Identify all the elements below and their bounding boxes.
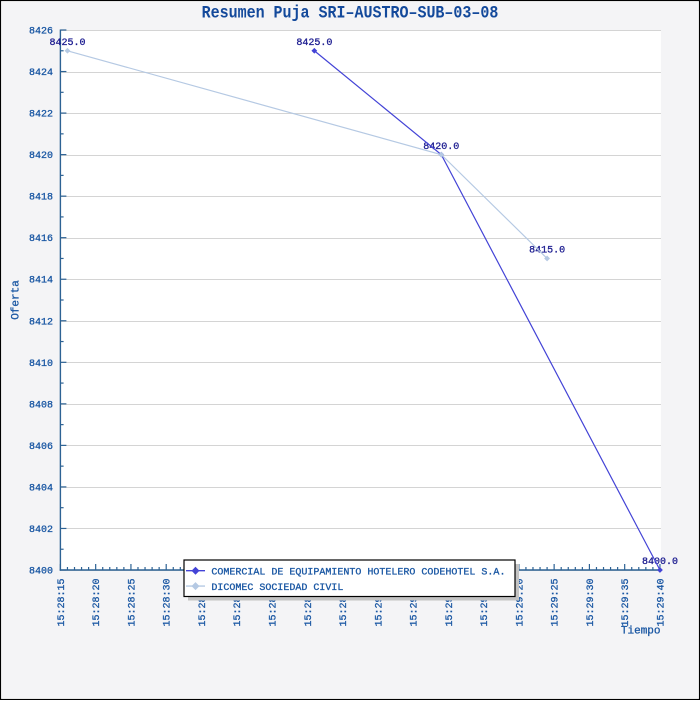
svg-text:15:28:30: 15:28:30 <box>163 579 174 627</box>
svg-text:8402: 8402 <box>29 525 53 536</box>
svg-text:8416: 8416 <box>29 234 53 245</box>
svg-text:15:28:50: 15:28:50 <box>304 579 315 627</box>
svg-text:15:29:40: 15:29:40 <box>656 579 667 627</box>
svg-text:8410: 8410 <box>29 359 53 370</box>
svg-text:DICOMEC SOCIEDAD CIVIL: DICOMEC SOCIEDAD CIVIL <box>211 583 343 594</box>
svg-text:8415.0: 8415.0 <box>529 246 565 257</box>
svg-text:8414: 8414 <box>29 276 53 287</box>
svg-text:COMERCIAL DE EQUIPAMIENTO HOTE: COMERCIAL DE EQUIPAMIENTO HOTELERO CODEH… <box>211 567 505 578</box>
svg-text:Oferta: Oferta <box>11 280 23 320</box>
svg-text:Tiempo: Tiempo <box>621 626 661 638</box>
svg-text:8420.0: 8420.0 <box>423 142 459 153</box>
svg-text:8400.0: 8400.0 <box>642 557 678 568</box>
svg-text:15:29:05: 15:29:05 <box>410 579 421 627</box>
svg-text:15:28:40: 15:28:40 <box>233 579 244 627</box>
svg-text:8400: 8400 <box>29 567 53 578</box>
svg-text:15:29:35: 15:29:35 <box>621 579 632 627</box>
svg-text:15:29:15: 15:29:15 <box>480 579 491 627</box>
svg-text:15:29:00: 15:29:00 <box>374 579 385 627</box>
svg-text:8418: 8418 <box>29 193 53 204</box>
svg-text:8424: 8424 <box>29 68 53 79</box>
svg-text:15:28:45: 15:28:45 <box>269 579 280 627</box>
svg-text:15:28:55: 15:28:55 <box>339 579 350 627</box>
svg-text:8404: 8404 <box>29 483 53 494</box>
svg-text:15:29:25: 15:29:25 <box>551 579 562 627</box>
svg-text:15:28:20: 15:28:20 <box>92 579 103 627</box>
svg-text:8425.0: 8425.0 <box>296 38 332 49</box>
svg-text:8412: 8412 <box>29 317 53 328</box>
svg-text:15:29:20: 15:29:20 <box>515 579 526 627</box>
svg-text:8408: 8408 <box>29 400 53 411</box>
svg-text:15:29:30: 15:29:30 <box>586 579 597 627</box>
svg-text:8420: 8420 <box>29 151 53 162</box>
svg-text:8406: 8406 <box>29 442 53 453</box>
svg-text:Resumen Puja SRI–AUSTRO–SUB–03: Resumen Puja SRI–AUSTRO–SUB–03–08 <box>202 2 499 22</box>
svg-text:15:29:10: 15:29:10 <box>445 579 456 627</box>
svg-text:8425.0: 8425.0 <box>49 38 85 49</box>
svg-text:15:28:25: 15:28:25 <box>127 579 138 627</box>
svg-text:15:28:35: 15:28:35 <box>198 579 209 627</box>
svg-text:8422: 8422 <box>29 110 53 121</box>
svg-text:8426: 8426 <box>29 27 53 38</box>
svg-text:15:28:15: 15:28:15 <box>57 579 68 627</box>
